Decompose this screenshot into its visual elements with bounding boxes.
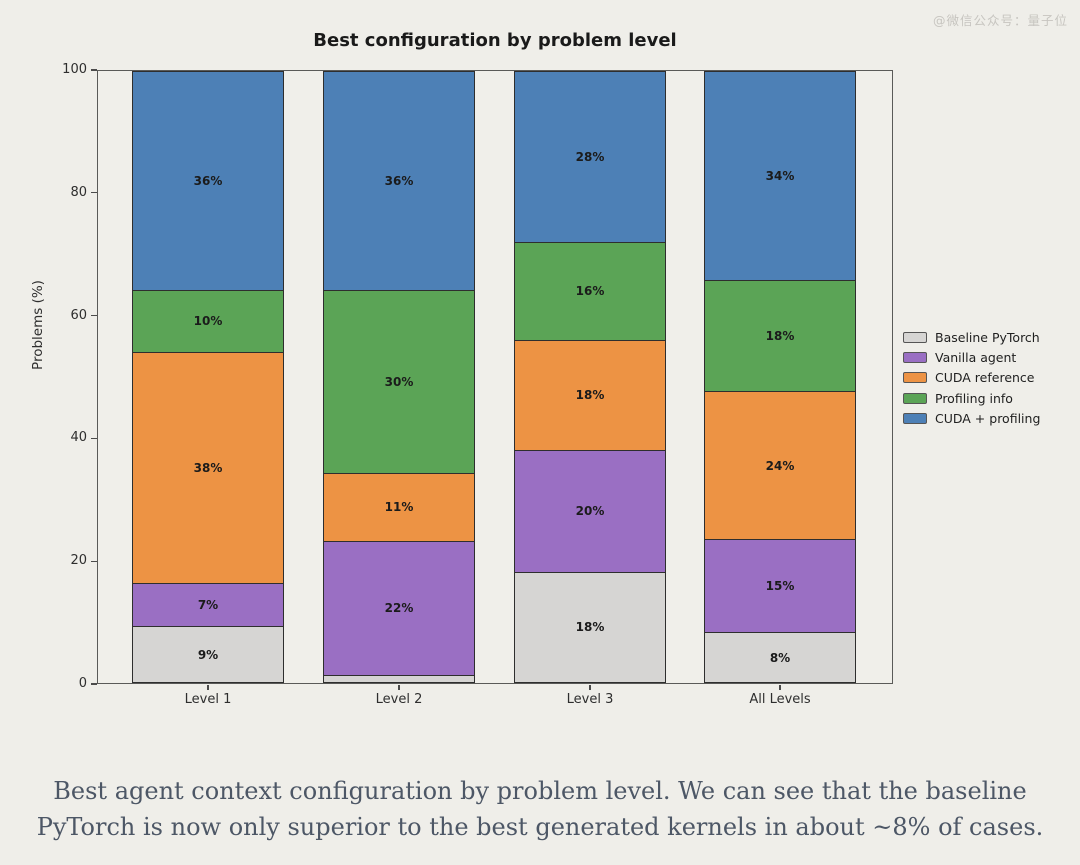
x-tick-label-all-levels: All Levels	[749, 692, 811, 707]
segment-value-label: 34%	[765, 169, 795, 184]
y-tick-label: 60	[70, 307, 87, 323]
segment-value-label: 9%	[197, 647, 219, 662]
segment-vanilla-agent: 20%	[515, 449, 665, 572]
watermark-text: @微信公众号：量子位	[932, 13, 1068, 28]
segment-value-label: 38%	[193, 460, 223, 475]
legend-entry-profiling-info: Profiling info	[903, 388, 1040, 408]
y-tick-mark	[91, 192, 97, 194]
segment-value-label: 30%	[384, 375, 414, 390]
bar-all-levels: 34% 18% 24% 15% 8%	[704, 71, 856, 683]
y-tick-label: 80	[70, 184, 87, 200]
segment-value-label: 20%	[575, 504, 605, 519]
segment-value-label: 36%	[384, 174, 414, 189]
segment-value-label: 8%	[769, 650, 791, 665]
legend-label: CUDA + profiling	[935, 411, 1041, 427]
segment-cuda-profiling: 34%	[705, 72, 855, 281]
legend-label: Profiling info	[935, 390, 1013, 406]
segment-profiling-info: 16%	[515, 241, 665, 340]
legend-swatch	[903, 372, 927, 384]
legend-label: Vanilla agent	[935, 350, 1017, 366]
legend-swatch	[903, 413, 927, 425]
segment-value-label: 18%	[765, 329, 795, 344]
segment-profiling-info: 10%	[133, 290, 283, 352]
x-tick-mark	[779, 685, 781, 690]
segment-value-label: 36%	[193, 174, 223, 189]
y-tick-label: 100	[62, 62, 87, 77]
legend-entry-cuda-profiling: CUDA + profiling	[903, 409, 1040, 429]
segment-cuda-profiling: 28%	[515, 72, 665, 242]
segment-cuda-reference: 24%	[705, 391, 855, 540]
segment-value-label: 18%	[575, 620, 605, 635]
bar-level-3: 28% 16% 18% 20% 18%	[514, 71, 666, 683]
legend-label: CUDA reference	[935, 370, 1035, 386]
bar-level-1: 36% 10% 38% 7% 9%	[132, 71, 284, 683]
y-tick-mark	[91, 683, 97, 685]
segment-value-label: 22%	[384, 601, 414, 616]
segment-value-label: 18%	[575, 388, 605, 403]
segment-vanilla-agent: 7%	[133, 583, 283, 627]
plot-area: 36% 10% 38% 7% 9% 36% 30% 11% 22% 28% 16% 18% 20% 18%…	[97, 70, 893, 684]
segment-cuda-reference: 11%	[324, 472, 474, 541]
y-tick-mark	[91, 69, 97, 71]
segment-value-label: 28%	[575, 149, 605, 164]
caption-line-1: Best agent context configuration by prob…	[53, 777, 1027, 805]
segment-profiling-info: 18%	[705, 280, 855, 392]
y-tick-label: 0	[78, 676, 87, 691]
legend-label: Baseline PyTorch	[935, 329, 1040, 345]
segment-value-label: 10%	[193, 314, 223, 329]
segment-cuda-reference: 38%	[133, 351, 283, 584]
segment-cuda-profiling: 36%	[324, 72, 474, 291]
y-tick-mark	[91, 560, 97, 562]
segment-cuda-profiling: 36%	[133, 72, 283, 291]
segment-profiling-info: 30%	[324, 290, 474, 473]
y-tick-label: 20	[70, 553, 87, 569]
y-axis-title: Problems (%)	[30, 280, 46, 370]
x-tick-label-level-1: Level 1	[184, 692, 232, 707]
bar-level-2: 36% 30% 11% 22%	[323, 71, 475, 683]
segment-baseline-pytorch: 18%	[515, 571, 665, 682]
legend-entry-baseline-pytorch: Baseline PyTorch	[903, 327, 1040, 347]
segment-baseline-pytorch: 9%	[133, 626, 283, 682]
legend-entry-cuda-reference: CUDA reference	[903, 368, 1040, 388]
legend-swatch	[903, 392, 927, 404]
segment-baseline-pytorch: 8%	[705, 632, 855, 682]
segment-value-label: 15%	[765, 579, 795, 594]
segment-value-label: 24%	[765, 458, 795, 473]
chart-title: Best configuration by problem level	[313, 30, 677, 51]
x-tick-mark	[207, 685, 209, 690]
legend-swatch	[903, 352, 927, 364]
segment-vanilla-agent: 22%	[324, 540, 474, 675]
y-tick-mark	[91, 437, 97, 440]
segment-vanilla-agent: 15%	[705, 539, 855, 633]
segment-baseline-pytorch	[324, 674, 474, 682]
legend-entry-vanilla-agent: Vanilla agent	[903, 347, 1040, 367]
caption-line-2: PyTorch is now only superior to the best…	[36, 813, 1044, 841]
segment-value-label: 11%	[384, 500, 414, 515]
x-tick-label-level-2: Level 2	[375, 692, 423, 707]
y-tick-label: 40	[70, 430, 87, 446]
segment-value-label: 7%	[197, 598, 219, 613]
x-tick-mark	[398, 685, 400, 690]
segment-value-label: 16%	[575, 284, 605, 299]
segment-cuda-reference: 18%	[515, 339, 665, 450]
x-tick-label-level-3: Level 3	[566, 692, 614, 707]
figure-caption: Best agent context configuration by prob…	[0, 773, 1080, 845]
legend-swatch	[903, 331, 927, 343]
legend: Baseline PyTorch Vanilla agent CUDA refere…	[903, 327, 1040, 429]
x-tick-mark	[589, 685, 591, 690]
y-tick-mark	[91, 314, 97, 317]
